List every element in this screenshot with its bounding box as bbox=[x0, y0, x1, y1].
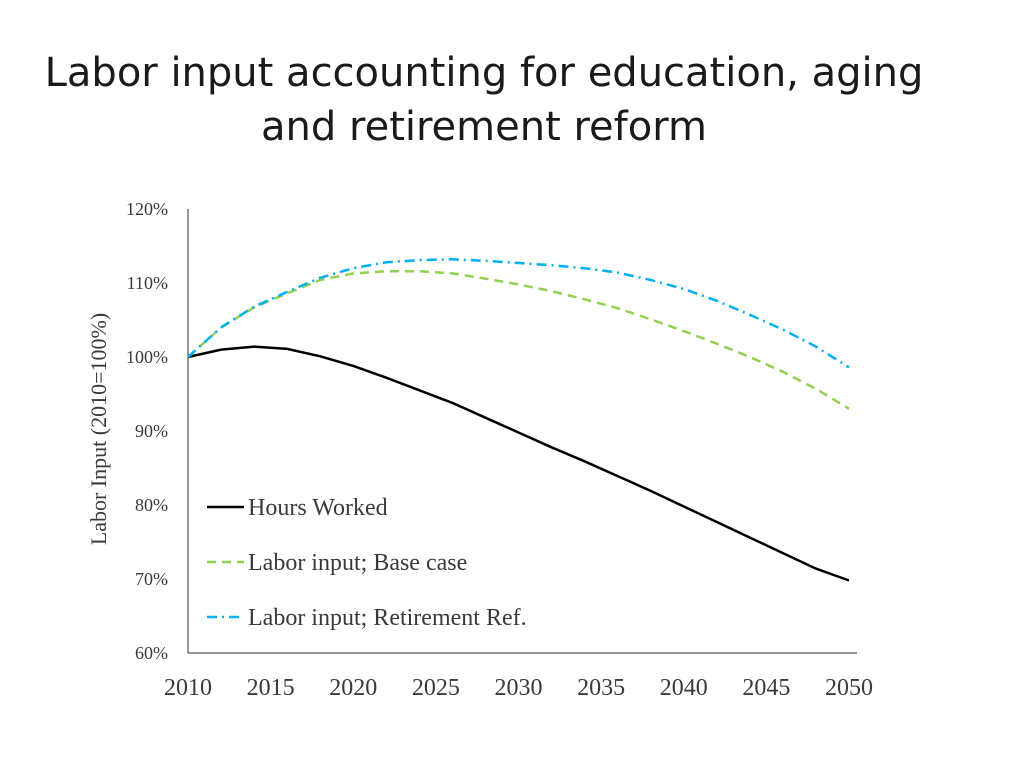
x-tick-label: 2040 bbox=[660, 675, 708, 701]
y-axis-title: Labor Input (2010=100%) bbox=[86, 313, 111, 545]
series-line-2 bbox=[187, 269, 850, 410]
series-line-1 bbox=[187, 345, 850, 582]
y-tick-label: 70% bbox=[135, 569, 168, 589]
y-tick-label: 100% bbox=[126, 347, 168, 367]
page-title: Labor input accounting for education, ag… bbox=[0, 46, 968, 154]
chart-axes: 60% 70% 80% 90% 100% 110% 120% 2010 2015 2020 2025… bbox=[86, 199, 873, 701]
x-tick-label: 2015 bbox=[247, 675, 295, 701]
x-tick-label: 2010 bbox=[164, 675, 212, 701]
y-tick-label: 80% bbox=[135, 495, 168, 515]
x-tick-label: 2025 bbox=[412, 675, 460, 701]
legend-label: Labor input; Base case bbox=[248, 550, 467, 576]
x-tick-label: 2020 bbox=[329, 675, 377, 701]
title-line-2: and retirement reform bbox=[261, 104, 707, 150]
y-tick-label: 60% bbox=[135, 643, 168, 663]
series-line-3 bbox=[187, 258, 850, 369]
x-tick-label: 2045 bbox=[742, 675, 790, 701]
y-tick-label: 120% bbox=[126, 199, 168, 219]
legend-label: Labor input; Retirement Ref. bbox=[248, 605, 527, 631]
title-line-1: Labor input accounting for education, ag… bbox=[44, 50, 924, 96]
y-tick-label: 90% bbox=[135, 421, 168, 441]
y-tick-label: 110% bbox=[127, 273, 168, 293]
chart-series bbox=[187, 258, 850, 582]
x-tick-label: 2035 bbox=[577, 675, 625, 701]
chart-legend: Hours Worked Labor input; Base case Labor … bbox=[207, 495, 527, 631]
legend-label: Hours Worked bbox=[248, 495, 388, 521]
x-tick-label: 2030 bbox=[495, 675, 543, 701]
x-tick-label: 2050 bbox=[825, 675, 873, 701]
